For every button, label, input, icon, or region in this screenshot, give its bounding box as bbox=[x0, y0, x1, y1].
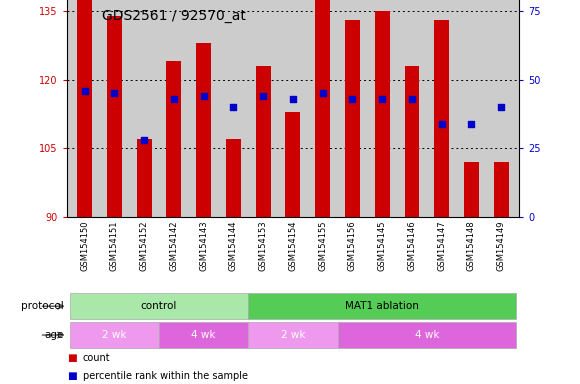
Text: GSM154151: GSM154151 bbox=[110, 221, 119, 271]
Text: count: count bbox=[83, 353, 111, 362]
Point bbox=[80, 88, 89, 94]
Bar bbox=[375, 11, 390, 217]
Text: age: age bbox=[45, 330, 64, 340]
Bar bbox=[166, 61, 182, 217]
Text: GSM154155: GSM154155 bbox=[318, 221, 327, 271]
Point bbox=[407, 96, 416, 102]
Text: GSM154156: GSM154156 bbox=[348, 221, 357, 271]
Bar bbox=[434, 20, 449, 217]
Bar bbox=[494, 162, 509, 217]
Point bbox=[229, 104, 238, 110]
Point bbox=[378, 96, 387, 102]
Bar bbox=[159, 322, 248, 348]
Point bbox=[288, 96, 298, 102]
Text: GSM154144: GSM154144 bbox=[229, 221, 238, 271]
Point bbox=[139, 137, 148, 143]
Text: GSM154143: GSM154143 bbox=[199, 221, 208, 271]
Text: GSM154148: GSM154148 bbox=[467, 221, 476, 271]
Text: 2 wk: 2 wk bbox=[281, 330, 305, 340]
Bar bbox=[345, 20, 360, 217]
Text: ■: ■ bbox=[67, 353, 77, 362]
Text: GSM154145: GSM154145 bbox=[378, 221, 387, 271]
Bar bbox=[70, 293, 248, 319]
Bar bbox=[248, 322, 338, 348]
Bar bbox=[248, 293, 516, 319]
Text: GSM154152: GSM154152 bbox=[140, 221, 148, 271]
Point bbox=[318, 90, 327, 96]
Text: 2 wk: 2 wk bbox=[102, 330, 126, 340]
Point bbox=[467, 121, 476, 127]
Point bbox=[110, 90, 119, 96]
Point bbox=[348, 96, 357, 102]
Bar bbox=[226, 139, 241, 217]
Text: GSM154149: GSM154149 bbox=[496, 221, 506, 271]
Bar bbox=[464, 162, 479, 217]
Text: GSM154154: GSM154154 bbox=[288, 221, 298, 271]
Text: GSM154142: GSM154142 bbox=[169, 221, 178, 271]
Bar bbox=[107, 16, 122, 217]
Point bbox=[169, 96, 179, 102]
Bar bbox=[137, 139, 151, 217]
Text: 4 wk: 4 wk bbox=[191, 330, 216, 340]
Point bbox=[496, 104, 506, 110]
Text: control: control bbox=[141, 301, 177, 311]
Text: GSM154153: GSM154153 bbox=[259, 221, 267, 271]
Bar bbox=[77, 0, 92, 217]
Bar bbox=[256, 66, 271, 217]
Text: protocol: protocol bbox=[21, 301, 64, 311]
Text: percentile rank within the sample: percentile rank within the sample bbox=[83, 371, 248, 381]
Bar bbox=[196, 43, 211, 217]
Bar bbox=[404, 66, 419, 217]
Text: GDS2561 / 92570_at: GDS2561 / 92570_at bbox=[102, 9, 245, 23]
Point bbox=[199, 93, 208, 99]
Point bbox=[437, 121, 447, 127]
Bar bbox=[315, 0, 330, 217]
Text: GSM154150: GSM154150 bbox=[80, 221, 89, 271]
Text: GSM154147: GSM154147 bbox=[437, 221, 446, 271]
Bar bbox=[285, 112, 300, 217]
Bar bbox=[338, 322, 516, 348]
Bar bbox=[70, 322, 159, 348]
Text: ■: ■ bbox=[67, 371, 77, 381]
Point bbox=[259, 93, 268, 99]
Text: MAT1 ablation: MAT1 ablation bbox=[345, 301, 419, 311]
Text: 4 wk: 4 wk bbox=[415, 330, 439, 340]
Text: GSM154146: GSM154146 bbox=[408, 221, 416, 271]
